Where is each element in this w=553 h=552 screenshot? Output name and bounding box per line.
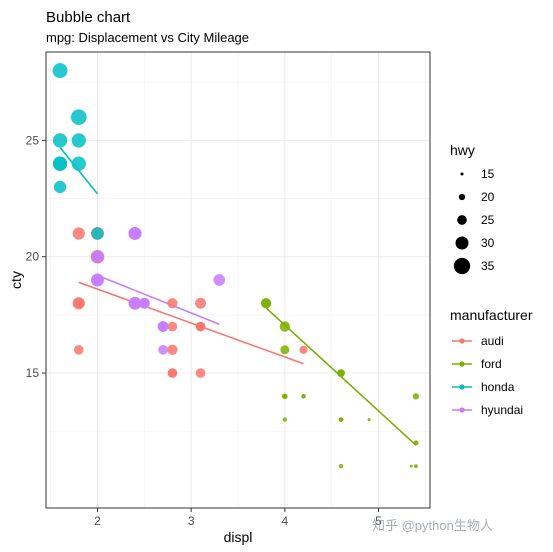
bubble-hyundai <box>91 250 104 263</box>
bubble-ford <box>301 394 306 399</box>
bubble-honda <box>52 156 68 171</box>
bubble-ford <box>279 321 290 332</box>
bubble-audi <box>167 344 178 355</box>
bubble-audi <box>72 227 85 240</box>
color-legend-label: honda <box>481 380 515 394</box>
plot-border <box>45 51 431 509</box>
bubble-honda <box>70 109 87 125</box>
bubble-ford <box>337 369 345 377</box>
chart-subtitle: mpg: Displacement vs City Mileage <box>46 30 249 45</box>
size-legend-label: 20 <box>481 190 495 204</box>
bubble-hyundai <box>128 226 142 240</box>
size-legend-key <box>458 193 466 201</box>
bubble-honda <box>52 133 68 148</box>
y-tick-label: 20 <box>26 250 40 264</box>
bubble-hyundai <box>157 321 169 332</box>
x-tick-label: 2 <box>94 514 101 528</box>
bubble-points <box>52 63 420 469</box>
bubble-ford <box>282 394 288 399</box>
bubble-ford <box>280 345 290 355</box>
color-legend-dot <box>459 361 465 367</box>
size-legend-label: 35 <box>481 259 495 273</box>
y-tick-label: 25 <box>26 133 40 147</box>
bubble-audi <box>195 321 206 332</box>
bubble-audi <box>73 344 84 355</box>
x-axis-title: displ <box>224 529 253 545</box>
size-legend: hwy 15 20 25 30 35 <box>450 142 495 275</box>
bubble-audi <box>195 297 207 309</box>
bubble-honda <box>91 227 104 240</box>
color-legend: manufacturer audi ford honda hyundai <box>450 307 533 417</box>
bubble-audi <box>167 321 178 332</box>
color-legend-title: manufacturer <box>450 307 533 323</box>
size-legend-label: 15 <box>481 167 495 181</box>
x-tick-label: 5 <box>375 514 382 528</box>
color-legend-dot <box>459 407 465 413</box>
bubble-ford <box>412 393 420 400</box>
bubble-audi <box>167 298 178 309</box>
bubble-ford <box>338 463 344 469</box>
x-tick-label: 3 <box>188 514 195 528</box>
bubble-hyundai <box>139 298 150 309</box>
color-legend-dot <box>459 384 465 390</box>
color-legend-label: hyundai <box>481 403 523 417</box>
bubble-honda <box>53 180 67 194</box>
size-legend-label: 30 <box>481 236 495 250</box>
bubble-honda <box>71 133 86 148</box>
size-legend-key <box>453 257 471 275</box>
bubble-ford <box>367 418 371 422</box>
size-legend-key <box>460 172 464 176</box>
bubble-audi <box>195 368 206 378</box>
size-legend-key <box>457 215 467 225</box>
bubble-hyundai <box>158 344 168 355</box>
size-legend-label: 25 <box>481 213 495 227</box>
color-legend-label: ford <box>481 357 502 371</box>
bubble-ford <box>414 464 418 468</box>
watermark-text: 知乎 @python生物人 <box>372 518 493 533</box>
color-legend-label: audi <box>481 334 504 348</box>
bubble-honda <box>71 156 86 171</box>
y-tick-label: 15 <box>26 366 40 380</box>
x-axis-ticks: 2 3 4 5 <box>94 508 382 528</box>
bubble-hyundai <box>91 273 104 287</box>
bubble-audi <box>167 368 177 378</box>
bubble-ford <box>338 417 344 422</box>
bubble-audi <box>299 345 308 354</box>
x-tick-label: 4 <box>281 514 288 528</box>
bubble-ford <box>282 417 288 422</box>
bubble-ford <box>409 464 413 468</box>
color-legend-dot <box>459 338 465 344</box>
trend-line-hyundai <box>97 274 220 325</box>
y-axis-title: cty <box>8 271 24 289</box>
bubble-audi <box>73 298 84 309</box>
bubble-hyundai <box>128 296 142 310</box>
size-legend-title: hwy <box>450 142 475 158</box>
bubble-ford <box>261 298 271 309</box>
bubble-honda <box>52 63 68 79</box>
bubble-ford <box>414 441 418 445</box>
chart-title: Bubble chart <box>46 9 131 26</box>
y-axis-ticks: 15 20 25 <box>26 133 46 380</box>
trend-line-audi <box>78 281 304 365</box>
bubble-hyundai <box>213 274 226 286</box>
size-legend-key <box>455 236 469 250</box>
